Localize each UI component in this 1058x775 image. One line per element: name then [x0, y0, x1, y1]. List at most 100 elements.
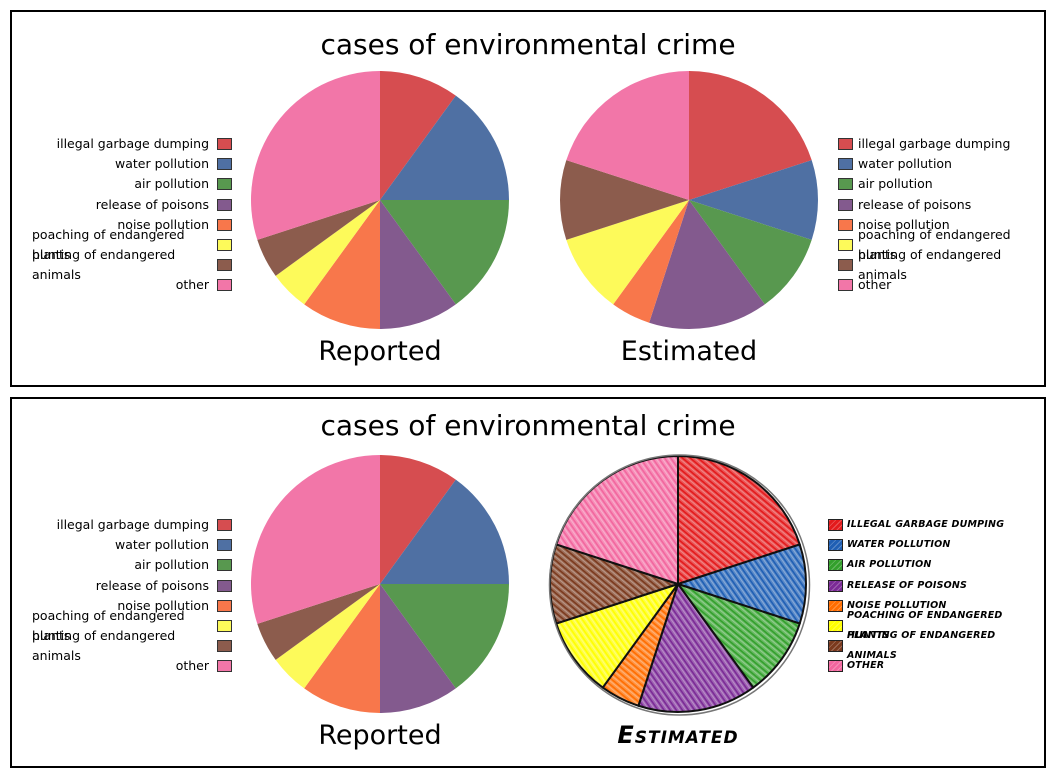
bottom-reported-legend-item-illegal-garbage-dumping: illegal garbage dumping [32, 515, 232, 535]
top-estimated-legend-item-illegal-garbage-dumping: illegal garbage dumping [838, 134, 1044, 154]
top-estimated-legend-item-other: other [838, 275, 1044, 295]
top-reported-legend-label-3: air pollution [134, 176, 209, 192]
bottom-reported-pie-slice-5 [304, 584, 380, 713]
bottom-reported-legend-label-1: illegal garbage dumping [56, 517, 209, 532]
top-reported-legend-item-release-of-poisons: release of poisons [32, 195, 232, 215]
top-reported-legend-swatch-6 [217, 239, 232, 252]
bottom-estimated-legend-label-8: other [847, 660, 885, 672]
top-estimated-legend-swatch-3 [838, 178, 853, 191]
bottom-estimated-legend-item-hunting-of-endangered-animals: hunting of endangered animals [828, 630, 1044, 661]
top-estimated-legend-label-4: release of poisons [858, 196, 972, 212]
bottom-estimated-legend-item-noise-pollution: noise pollution [828, 596, 1044, 616]
top-reported-legend-item-hunting-of-endangered-animals: hunting of endangered animals [32, 247, 232, 282]
bottom-reported-legend-label-2: water pollution [115, 537, 209, 553]
top-estimated-pie-slice-8 [566, 71, 689, 200]
bottom-reported-legend-label-8: other [175, 658, 209, 674]
bottom-estimated-legend-swatch-6 [828, 620, 843, 633]
bottom-reported-legend-label-7: hunting of endangered animals [32, 628, 176, 664]
top-reported-legend-swatch-1 [217, 138, 232, 151]
top-reported-pie-slice-4 [380, 200, 456, 329]
top-reported-pie-slice-8 [250, 71, 380, 240]
bottom-estimated-legend-swatch-4 [828, 579, 843, 592]
bottom-reported-legend-item-poaching-of-endangered-plants: poaching of endangered plants [32, 608, 232, 643]
bottom-estimated-legend-swatch-5 [828, 599, 843, 612]
top-reported-legend-item-other: other [32, 275, 232, 295]
top-reported-legend-swatch-5 [217, 218, 232, 231]
bottom-reported-label: Reported [318, 720, 442, 751]
top-estimated-legend: illegal garbage dumping water pollution ai… [838, 134, 1044, 296]
bottom-estimated-legend-item-air-pollution: air pollution [828, 555, 1044, 575]
top-estimated-pie-slice-2 [689, 160, 819, 240]
bottom-estimated-legend-item-other: other [828, 656, 1044, 676]
top-chart-title: cases of environmental crime [320, 28, 736, 61]
top-reported-legend-item-illegal-garbage-dumping: illegal garbage dumping [32, 134, 232, 154]
bottom-reported-legend-swatch-6 [217, 620, 232, 633]
top-estimated-legend-label-7: hunting of endangered animals [858, 247, 1002, 283]
bottom-reported-legend-swatch-1 [217, 519, 232, 532]
bottom-estimated-legend-label-4: release of poisons [847, 579, 968, 591]
top-estimated-label: Estimated [620, 336, 758, 367]
top-reported-legend-swatch-2 [217, 158, 232, 171]
bottom-reported-legend-swatch-7 [217, 640, 232, 653]
top-estimated-pie-slice-1 [689, 71, 812, 200]
top-reported-legend-label-1: illegal garbage dumping [56, 136, 209, 151]
top-estimated-legend-item-air-pollution: air pollution [838, 174, 1044, 194]
top-estimated-legend-label-5: noise pollution [858, 216, 950, 232]
bottom-estimated-legend-label-3: air pollution [847, 559, 932, 571]
bottom-estimated-legend-label-6: poaching of endangered plants [847, 609, 1003, 642]
top-reported-legend-label-8: other [175, 277, 209, 293]
bottom-estimated-legend-swatch-2 [828, 539, 843, 552]
bottom-estimated-label: Estimated [617, 721, 739, 749]
top-estimated-legend-label-8: other [858, 277, 892, 293]
top-estimated-legend-item-water-pollution: water pollution [838, 154, 1044, 174]
top-reported-legend-item-poaching-of-endangered-plants: poaching of endangered plants [32, 227, 232, 262]
top-estimated-legend-swatch-1 [838, 138, 853, 151]
bottom-chart-title: cases of environmental crime [320, 409, 736, 442]
top-reported-legend-label-6: poaching of endangered plants [32, 226, 185, 263]
top-reported-legend-item-air-pollution: air pollution [32, 174, 232, 194]
top-reported-pie-slice-2 [380, 95, 509, 200]
bottom-reported-legend-label-5: noise pollution [117, 597, 209, 613]
bottom-estimated-legend-swatch-8 [828, 660, 843, 673]
bottom-reported-legend-swatch-2 [217, 539, 232, 552]
top-reported-label: Reported [318, 336, 442, 367]
top-reported-legend-swatch-4 [217, 198, 232, 211]
top-reported-legend-label-4: release of poisons [95, 196, 209, 212]
bottom-estimated-legend-item-release-of-poisons: release of poisons [828, 576, 1044, 596]
top-reported-pie-slice-6 [275, 200, 380, 305]
bottom-reported-legend-swatch-8 [217, 660, 232, 673]
top-estimated-legend-swatch-8 [838, 279, 853, 292]
bottom-estimated-legend-label-5: noise pollution [847, 599, 947, 611]
bottom-estimated-pie-outline [548, 454, 811, 716]
top-estimated-legend-label-1: illegal garbage dumping [858, 136, 1011, 151]
top-reported-legend-label-7: hunting of endangered animals [32, 247, 176, 283]
bottom-reported-legend-swatch-3 [217, 559, 232, 572]
bottom-reported-pie-slice-7 [257, 584, 380, 660]
top-reported-pie-slice-7 [257, 200, 380, 276]
top-estimated-legend-item-hunting-of-endangered-animals: hunting of endangered animals [838, 247, 1044, 282]
bottom-reported-pie-slice-8 [250, 455, 380, 624]
bottom-estimated-legend-label-1: illegal garbage dumping [847, 519, 1005, 530]
top-reported-legend-swatch-3 [217, 178, 232, 191]
bottom-reported-legend-label-6: poaching of endangered plants [32, 607, 185, 644]
bottom-reported-legend: illegal garbage dumping water pollution ai… [32, 515, 232, 677]
bottom-estimated-legend-item-water-pollution: water pollution [828, 535, 1044, 555]
bottom-estimated-pie-slice-1 [677, 455, 801, 585]
top-estimated-pie-slice-7 [559, 160, 689, 240]
bottom-estimated-legend-swatch-7 [828, 640, 843, 653]
bottom-reported-legend-item-release-of-poisons: release of poisons [32, 576, 232, 596]
top-reported-pie-slice-5 [304, 200, 380, 329]
bottom-reported-pie-slice-3 [380, 584, 509, 689]
top-estimated-legend-swatch-4 [838, 198, 853, 211]
top-reported-legend-label-2: water pollution [115, 156, 209, 172]
bottom-reported-legend-swatch-4 [217, 579, 232, 592]
top-reported-legend-label-5: noise pollution [117, 216, 209, 232]
bottom-reported-legend-label-3: air pollution [134, 557, 209, 573]
top-reported-legend-item-water-pollution: water pollution [32, 154, 232, 174]
top-estimated-pie-slice-5 [613, 200, 689, 323]
top-reported-legend-swatch-8 [217, 279, 232, 292]
top-estimated-legend-swatch-2 [838, 158, 853, 171]
bottom-chart-canvas [250, 454, 811, 716]
top-reported-legend-item-noise-pollution: noise pollution [32, 215, 232, 235]
bottom-reported-legend-item-other: other [32, 656, 232, 676]
